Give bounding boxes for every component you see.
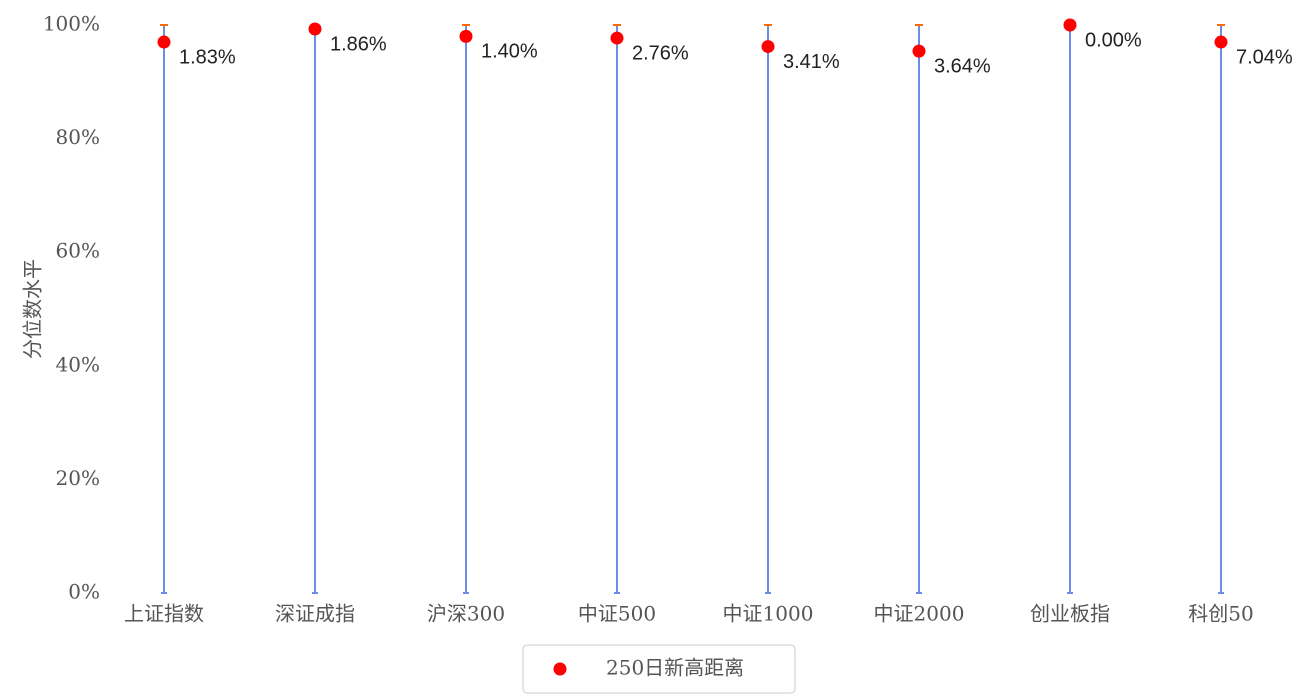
x-tick-label: 上证指数 bbox=[124, 602, 204, 626]
y-tick-label: 100% bbox=[43, 12, 100, 36]
dot bbox=[1063, 18, 1077, 32]
dot bbox=[912, 44, 926, 58]
y-tick-label: 40% bbox=[56, 352, 100, 376]
data-label: 1.86% bbox=[330, 33, 387, 55]
x-tick-label: 中证2000 bbox=[874, 602, 965, 626]
data-label: 1.83% bbox=[179, 46, 236, 68]
data-label: 1.40% bbox=[481, 41, 538, 63]
x-tick-label: 科创50 bbox=[1188, 602, 1253, 626]
dot bbox=[1214, 35, 1228, 49]
y-tick-label: 0% bbox=[68, 580, 100, 604]
data-label: 7.04% bbox=[1236, 46, 1293, 68]
y-tick-label: 20% bbox=[56, 466, 100, 490]
dot bbox=[308, 22, 322, 36]
dot bbox=[157, 35, 171, 49]
data-label: 3.64% bbox=[934, 55, 991, 77]
legend-marker bbox=[553, 662, 567, 676]
y-tick-label: 60% bbox=[56, 239, 100, 263]
data-label: 0.00% bbox=[1085, 29, 1142, 51]
x-tick-label: 创业板指 bbox=[1030, 602, 1110, 626]
dot bbox=[610, 31, 624, 45]
data-label: 2.76% bbox=[632, 42, 689, 64]
data-label: 3.41% bbox=[783, 51, 840, 73]
dot bbox=[459, 29, 473, 43]
y-tick-label: 80% bbox=[56, 125, 100, 149]
dot bbox=[761, 40, 775, 54]
legend-box bbox=[522, 644, 796, 694]
x-tick-label: 中证500 bbox=[578, 602, 656, 626]
legend-label: 250日新高距离 bbox=[606, 656, 744, 680]
y-axis-label: 分位数水平 bbox=[21, 259, 45, 359]
x-tick-label: 深证成指 bbox=[275, 602, 355, 626]
x-tick-label: 中证1000 bbox=[723, 602, 814, 626]
x-tick-label: 沪深300 bbox=[427, 602, 505, 626]
